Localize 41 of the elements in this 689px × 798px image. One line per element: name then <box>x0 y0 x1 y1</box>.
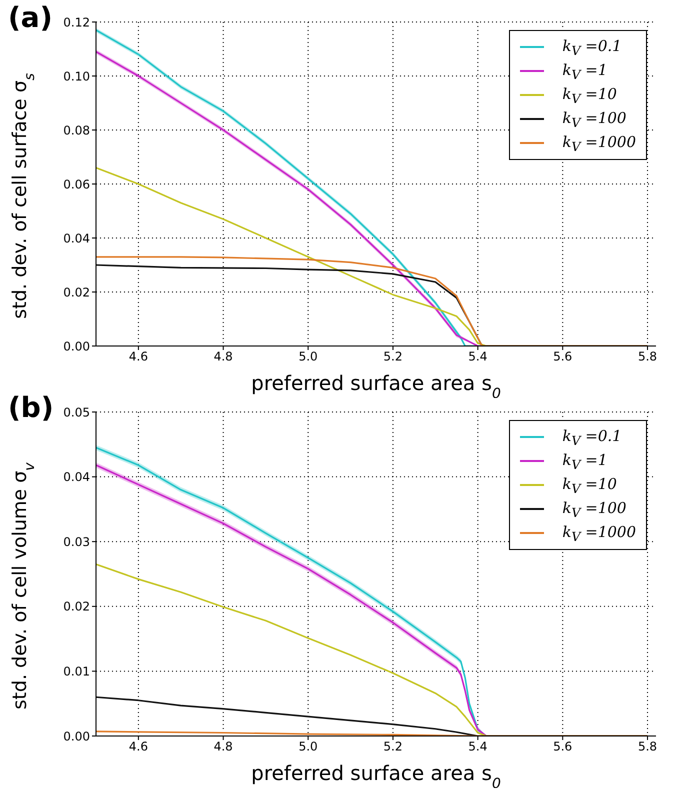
x-tick-label: 5.2 <box>383 350 403 364</box>
y-tick-label: 0.06 <box>63 177 90 192</box>
chart-title: (a) <box>8 0 52 36</box>
x-tick-label: 5.8 <box>638 740 658 754</box>
legend-label: k$_{V}$ =1000 <box>562 522 636 544</box>
legend-label: k$_{V}$ =100 <box>562 498 626 520</box>
x-axis-title: preferred surface area s$_{0}$ <box>251 761 501 792</box>
x-tick-label: 5.4 <box>468 740 488 754</box>
x-tick-label: 4.6 <box>128 350 148 364</box>
legend-label: k$_{V}$ =1000 <box>562 132 636 154</box>
x-tick-label: 4.8 <box>214 350 233 364</box>
legend-label: k$_{V}$ =10 <box>562 84 617 106</box>
y-tick-label: 0.04 <box>63 470 90 484</box>
legend-label: k$_{V}$ =100 <box>562 108 626 130</box>
x-tick-label: 5.2 <box>383 740 403 754</box>
x-tick-label: 4.8 <box>214 740 233 754</box>
chart-title: (b) <box>8 390 54 426</box>
x-tick-label: 5.4 <box>468 350 488 364</box>
x-tick-label: 5.6 <box>553 740 572 754</box>
x-tick-label: 5.8 <box>638 350 658 364</box>
x-axis-title: preferred surface area s$_{0}$ <box>251 371 501 402</box>
legend-label: k$_{V}$ =1 <box>562 60 608 82</box>
y-tick-label: 0.02 <box>63 600 90 614</box>
y-tick-label: 0.08 <box>63 123 90 138</box>
x-tick-label: 5.6 <box>553 350 572 364</box>
y-tick-label: 0.05 <box>63 405 90 420</box>
y-tick-label: 0.01 <box>63 664 90 678</box>
x-tick-label: 4.6 <box>128 740 148 754</box>
legend-label: k$_{V}$ =10 <box>562 474 617 496</box>
y-tick-label: 0.12 <box>63 15 90 30</box>
legend-label: k$_{V}$ =0.1 <box>562 426 622 448</box>
legend-label: k$_{V}$ =1 <box>562 450 608 472</box>
y-tick-label: 0.10 <box>63 69 90 84</box>
y-tick-label: 0.04 <box>63 231 90 246</box>
legend-label: k$_{V}$ =0.1 <box>562 36 622 58</box>
y-tick-label: 0.03 <box>63 534 90 549</box>
x-tick-label: 5.0 <box>298 350 318 364</box>
y-tick-label: 0.00 <box>63 729 90 744</box>
y-tick-label: 0.02 <box>63 285 90 300</box>
y-tick-label: 0.00 <box>63 339 90 354</box>
x-tick-label: 5.0 <box>298 740 318 754</box>
